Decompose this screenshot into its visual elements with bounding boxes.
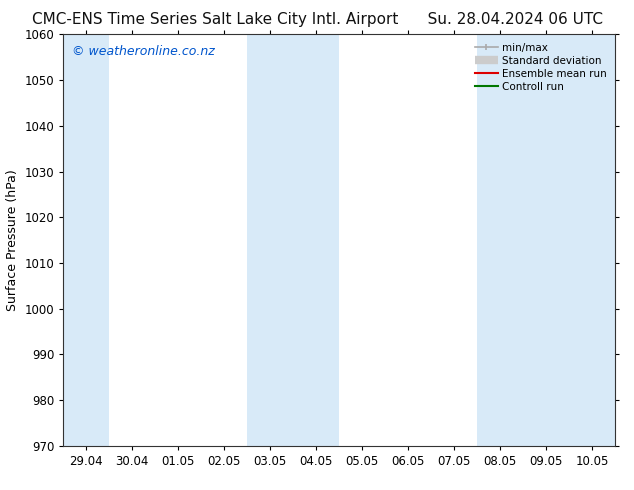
Legend: min/max, Standard deviation, Ensemble mean run, Controll run: min/max, Standard deviation, Ensemble me… bbox=[472, 40, 610, 95]
Y-axis label: Surface Pressure (hPa): Surface Pressure (hPa) bbox=[6, 169, 19, 311]
Text: © weatheronline.co.nz: © weatheronline.co.nz bbox=[72, 45, 214, 58]
Bar bbox=[247, 34, 339, 446]
Bar bbox=[63, 34, 110, 446]
Bar bbox=[477, 34, 615, 446]
Text: CMC-ENS Time Series Salt Lake City Intl. Airport      Su. 28.04.2024 06 UTC: CMC-ENS Time Series Salt Lake City Intl.… bbox=[32, 12, 602, 27]
